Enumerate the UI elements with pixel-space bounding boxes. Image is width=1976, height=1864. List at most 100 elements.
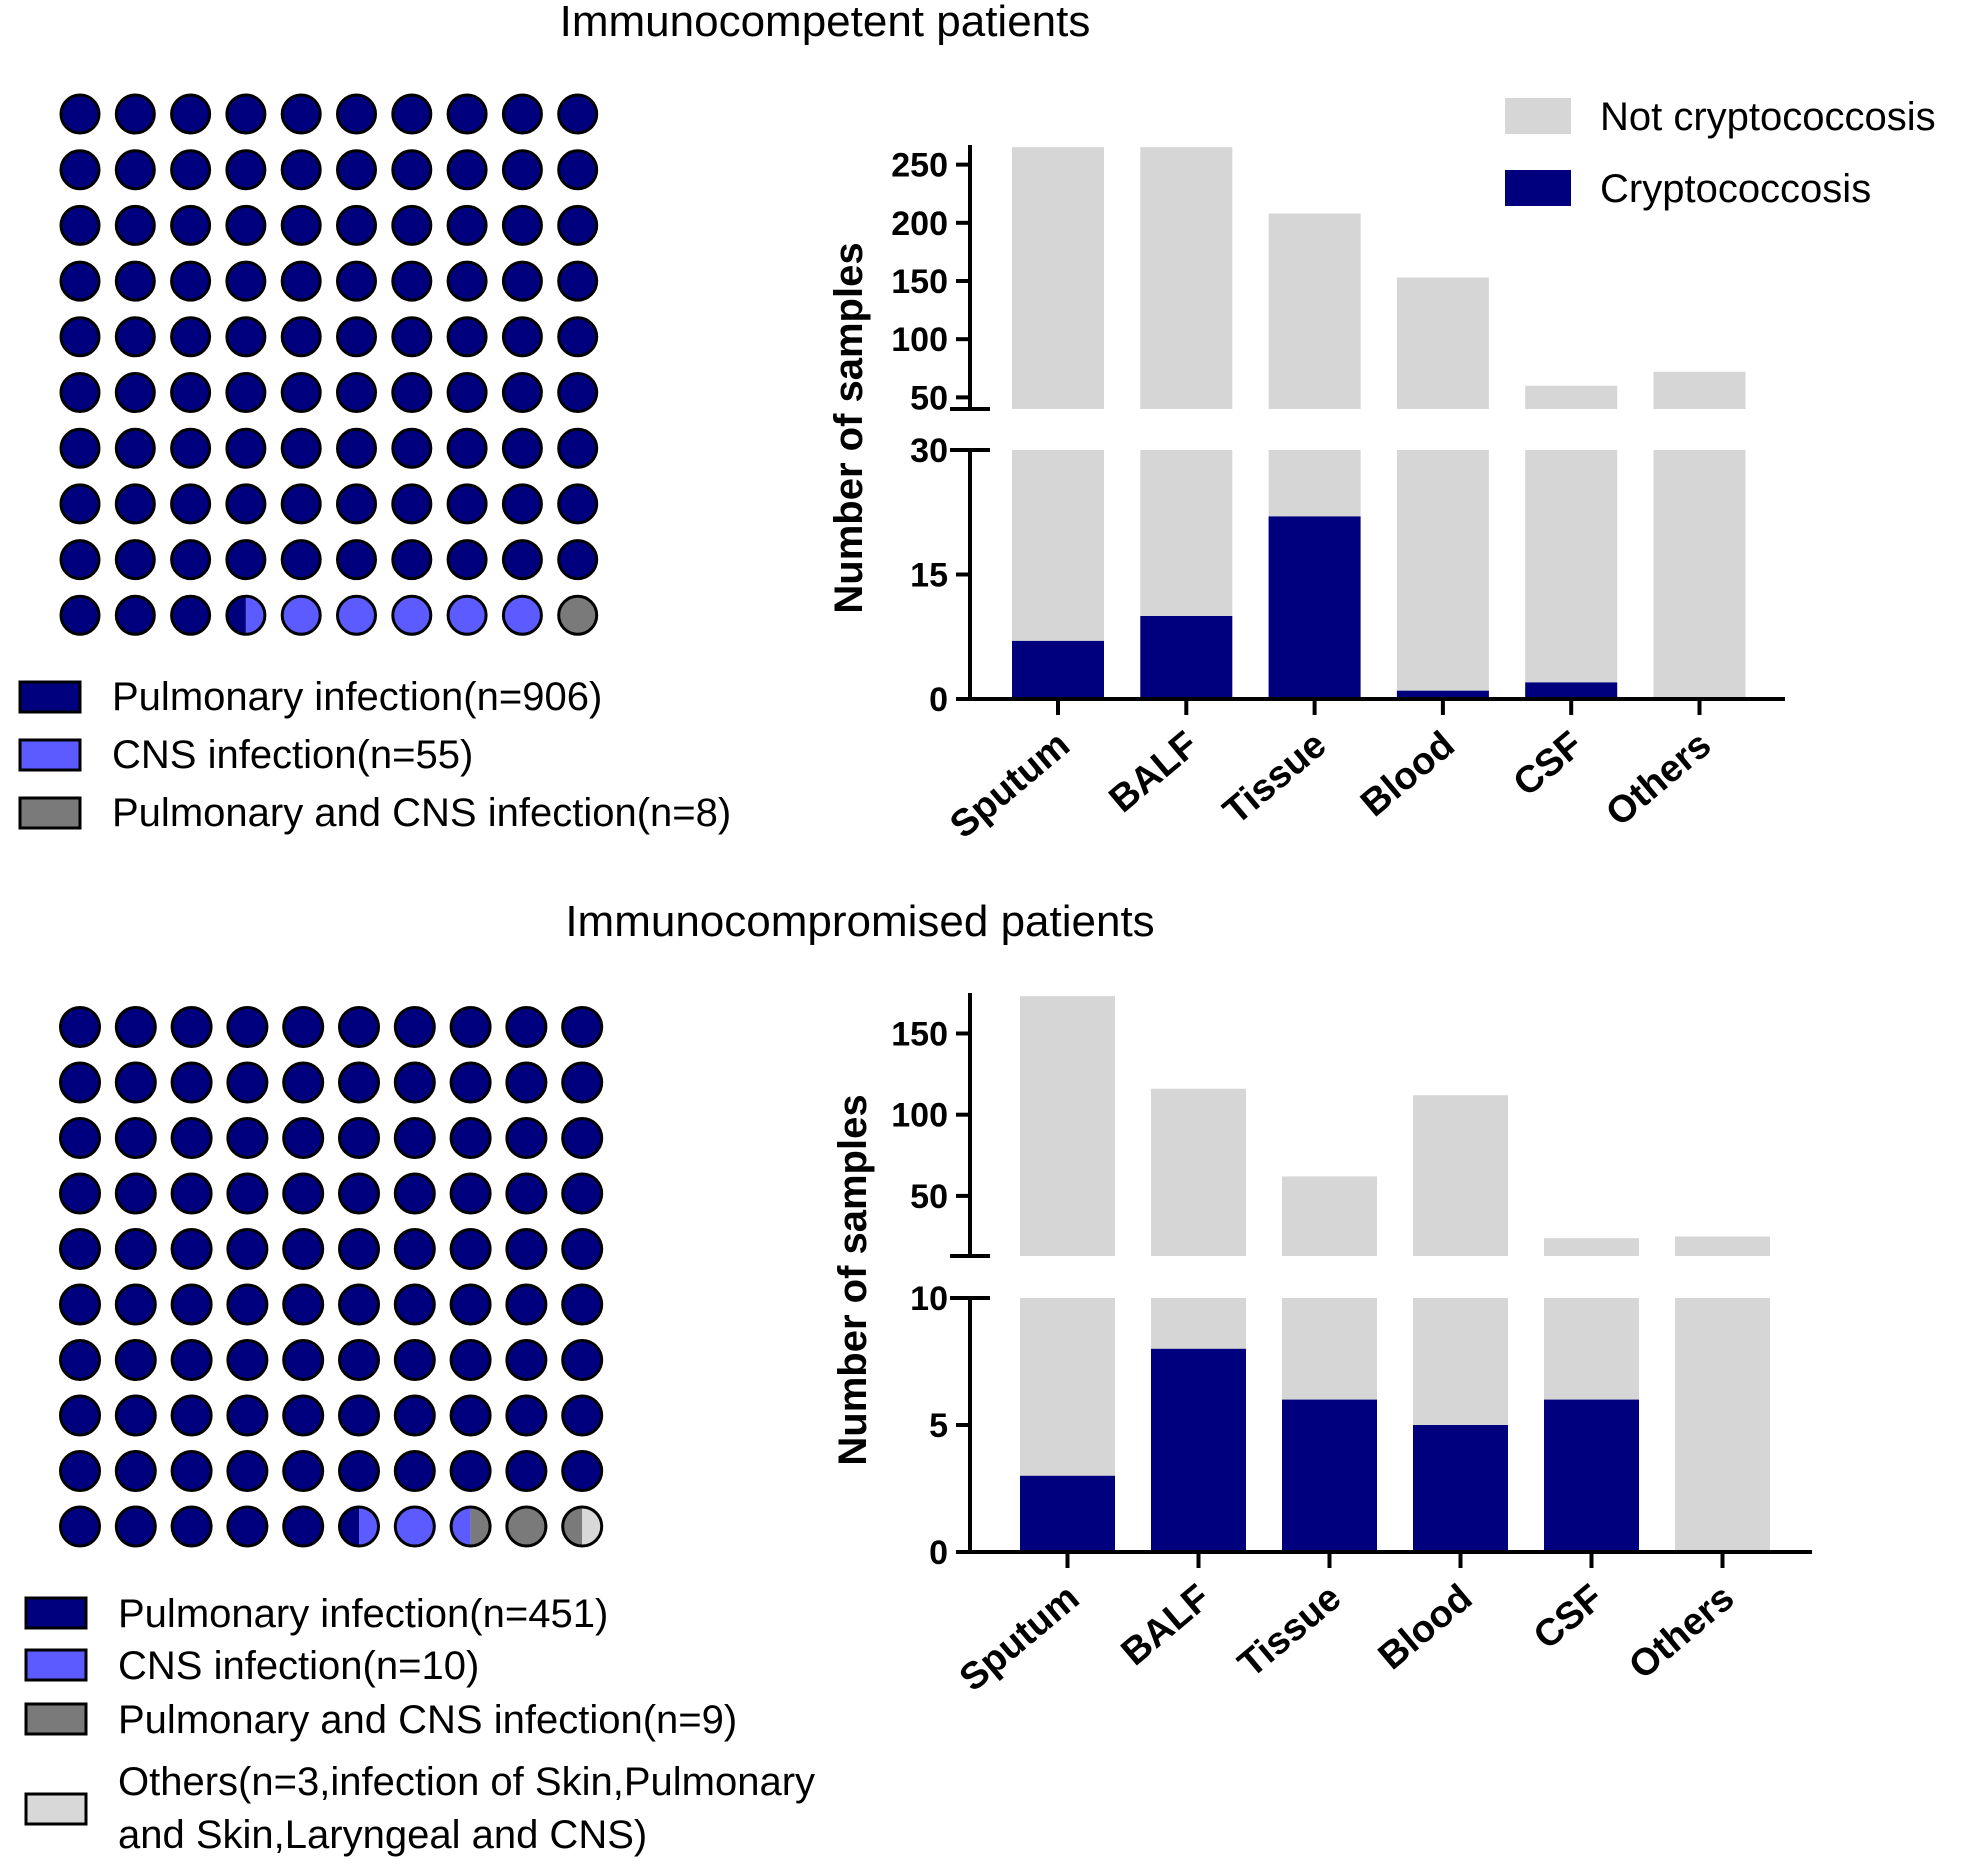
waffle-dot [114,316,156,358]
waffle-dot [338,1061,380,1104]
waffle-dot [280,93,322,135]
waffle-dot [59,93,101,135]
waffle-dot [336,149,377,191]
waffle-dot [505,1505,548,1548]
waffle-dot [114,539,156,581]
waffle-dot [170,1339,213,1381]
waffle-dot [446,539,488,581]
waffle-dot [59,260,101,302]
y-tick-label: 200 [891,205,948,243]
waffle-dot [561,1283,604,1326]
y-tick-label: 0 [929,681,948,719]
waffle-dot [282,1505,325,1548]
y-tick-label: 100 [891,1097,948,1135]
waffle-dot [114,1172,157,1215]
legend-swatch-pulmonary [18,680,82,714]
waffle-dot [557,204,599,246]
waffle-dot [282,1172,325,1215]
bottom-bar-chart: 0 5 10 50 100 150 Sputum BALF Tissue Blood CSF Othe… [891,993,1812,1700]
bar-not-crypto-upper [1544,1238,1639,1256]
waffle-dot [501,316,543,358]
waffle-dot-outline [338,1505,380,1548]
bar-crypto [1020,1475,1115,1552]
legend-swatch-cns [24,1648,88,1682]
waffle-dot [226,1061,269,1104]
legend-label-not-crypto: Not cryptococcosis [1600,95,1936,139]
waffle-dot [449,1117,492,1159]
bottom-waffle [59,1006,604,1548]
waffle-dot-split [561,1505,604,1548]
waffle-dot [446,260,488,302]
waffle-dot [501,539,543,581]
waffle-dot [391,427,433,469]
waffle-dot [225,260,267,302]
waffle-dot [449,1339,492,1381]
bar-crypto [1151,1348,1246,1552]
waffle-dot [446,483,488,525]
waffle-dot [59,149,101,191]
waffle-dot [561,1394,604,1437]
waffle-dot-right-half [245,596,265,635]
waffle-dot [59,1394,101,1437]
waffle-dot [561,1117,604,1159]
waffle-dot-left-half [339,1507,359,1546]
bar-not-crypto-upper [1151,1088,1246,1256]
waffle-dot [557,539,599,581]
x-category-label: Sputum [952,1577,1087,1700]
bar-legend: Not cryptococcosis Cryptococcosis [1505,95,1936,211]
waffle-dot [393,1228,436,1270]
waffle-dot [59,1006,101,1048]
waffle-dot [280,372,322,413]
waffle-dot [449,1228,492,1270]
waffle-dot [59,427,101,469]
waffle-dot [449,1283,492,1326]
legend-label-crypto: Cryptococcosis [1600,167,1871,211]
waffle-dot [338,1394,380,1437]
bar-not-crypto-upper [1268,213,1361,409]
waffle-dot [282,1117,325,1159]
waffle-dot [393,1394,436,1437]
waffle-dot [226,1228,269,1270]
bar-crypto [1413,1425,1508,1552]
waffle-dot [282,1061,325,1104]
waffle-dot [226,1283,269,1326]
bar-crypto [1525,682,1618,699]
x-category-label: BALF [1114,1577,1219,1674]
waffle-dot-right-half [582,1507,602,1546]
legend-swatch-others [24,1792,88,1826]
x-category-label: Blood [1371,1577,1480,1678]
waffle-dot [114,1061,157,1104]
waffle-dot [336,539,377,581]
waffle-dot [59,204,101,246]
waffle-dot [557,149,599,191]
waffle-dot [391,260,433,302]
waffle-dot [282,1394,325,1437]
waffle-dot [338,1228,380,1270]
waffle-dot [338,1450,380,1492]
bar-not-crypto-upper [1012,147,1104,409]
x-category-label: Tissue [1216,724,1335,833]
waffle-dot [226,1505,269,1548]
waffle-dot [114,372,156,413]
waffle-dot [391,93,433,135]
waffle-dot [170,1117,213,1159]
y-tick-label: 10 [910,1280,948,1318]
waffle-dot [338,1339,380,1381]
waffle-dot [226,1006,269,1048]
waffle-dot [280,483,322,525]
bottom-y-axis-label: Number of samples [831,1094,875,1465]
waffle-dot-split [338,1505,380,1548]
waffle-dot [226,1339,269,1381]
waffle-dot [170,316,212,358]
waffle-dot [280,316,322,358]
waffle-dot [282,1339,325,1381]
x-category-label: CSF [1526,1577,1611,1658]
bar-not-crypto-lower [1396,450,1489,699]
x-category-label: Others [1621,1577,1742,1688]
bottom-waffle-legend: Pulmonary infection(n=451) CNS infection… [24,1592,815,1857]
waffle-dot [338,1006,380,1048]
waffle-dot [501,260,543,302]
waffle-dot [336,483,377,525]
waffle-dot [282,1228,325,1270]
waffle-dot [449,1450,492,1492]
